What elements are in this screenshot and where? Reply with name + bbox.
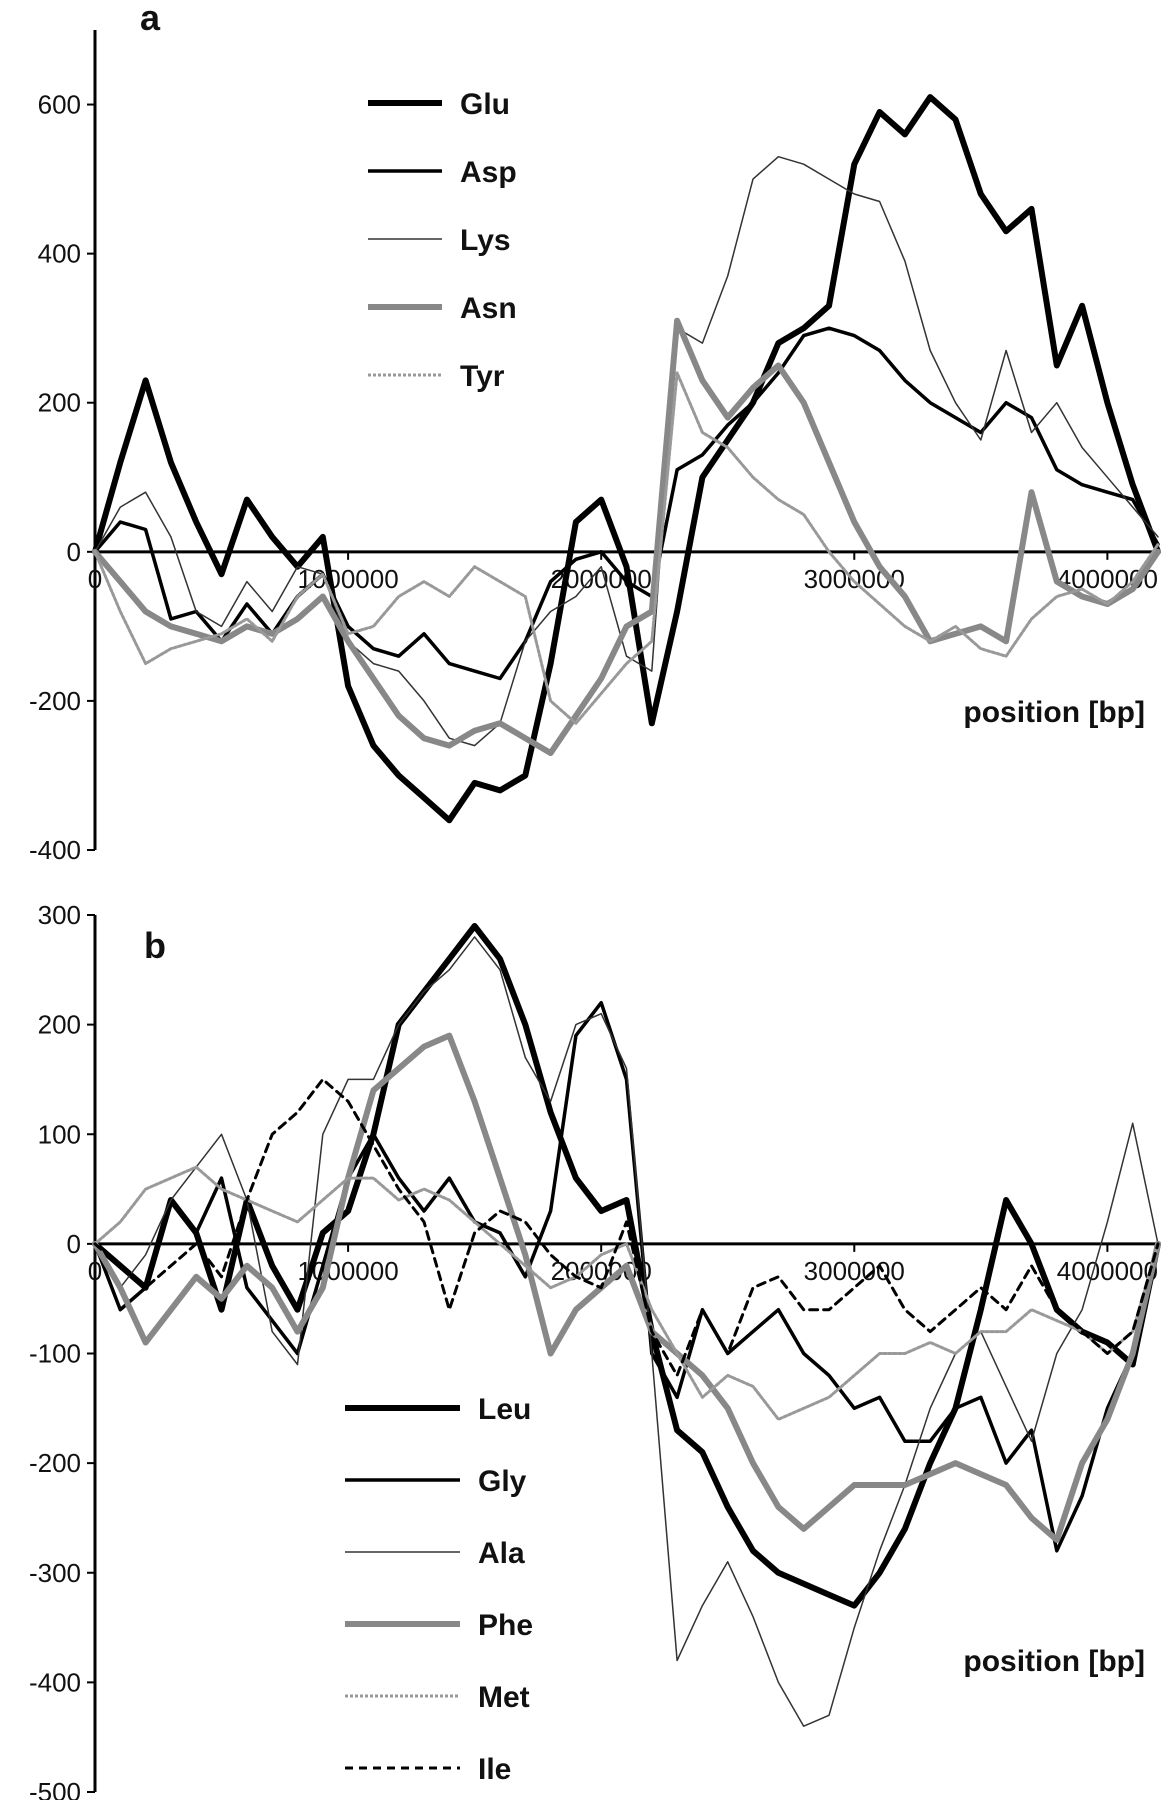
panel-label: a	[140, 0, 161, 38]
y-tick-label: 600	[38, 90, 81, 120]
legend-label-leu: Leu	[478, 1393, 531, 1426]
y-tick-label: 0	[67, 537, 81, 567]
series-line-lys	[94, 155, 1159, 747]
y-tick-label: 200	[38, 1010, 81, 1040]
y-tick-label: -500	[29, 1777, 81, 1800]
series-line-leu	[92, 923, 1161, 1609]
x-axis-title: position [bp]	[963, 696, 1145, 729]
y-tick-label: -100	[29, 1339, 81, 1369]
legend-label-glu: Glu	[460, 88, 510, 121]
legend-label-asp: Asp	[460, 156, 517, 189]
x-axis-title: position [bp]	[963, 1645, 1145, 1678]
legend-label-gly: Gly	[478, 1465, 527, 1498]
x-tick-label: 4000000	[1057, 1256, 1158, 1286]
y-tick-label: -400	[29, 1667, 81, 1697]
legend-label-phe: Phe	[478, 1609, 533, 1642]
legend-label-tyr: Tyr	[460, 360, 505, 393]
panel-label: b	[144, 925, 166, 966]
series-line-gly	[93, 1000, 1160, 1553]
y-tick-label: 100	[38, 1119, 81, 1149]
x-tick-label: 1000000	[297, 564, 398, 594]
series-line-met	[93, 1165, 1160, 1421]
legend-label-met: Met	[478, 1681, 530, 1714]
series-line-ile	[93, 1077, 1160, 1377]
legend-label-ala: Ala	[478, 1537, 525, 1570]
y-tick-label: -300	[29, 1558, 81, 1588]
legend-label-ile: Ile	[478, 1753, 511, 1786]
y-tick-label: 0	[67, 1229, 81, 1259]
series-line-tyr	[93, 371, 1160, 725]
legend-label-lys: Lys	[460, 224, 511, 257]
legend-label-asn: Asn	[460, 292, 517, 325]
series-line-phe	[92, 1032, 1161, 1543]
y-tick-label: 400	[38, 239, 81, 269]
y-tick-label: -200	[29, 686, 81, 716]
x-tick-label: 0	[88, 1256, 102, 1286]
series-line-asn	[92, 317, 1161, 757]
y-tick-label: -200	[29, 1448, 81, 1478]
y-tick-label: -400	[29, 835, 81, 865]
y-tick-label: 300	[38, 900, 81, 930]
x-tick-label: 0	[88, 564, 102, 594]
series-line-glu	[92, 94, 1161, 824]
y-tick-label: 200	[38, 388, 81, 418]
